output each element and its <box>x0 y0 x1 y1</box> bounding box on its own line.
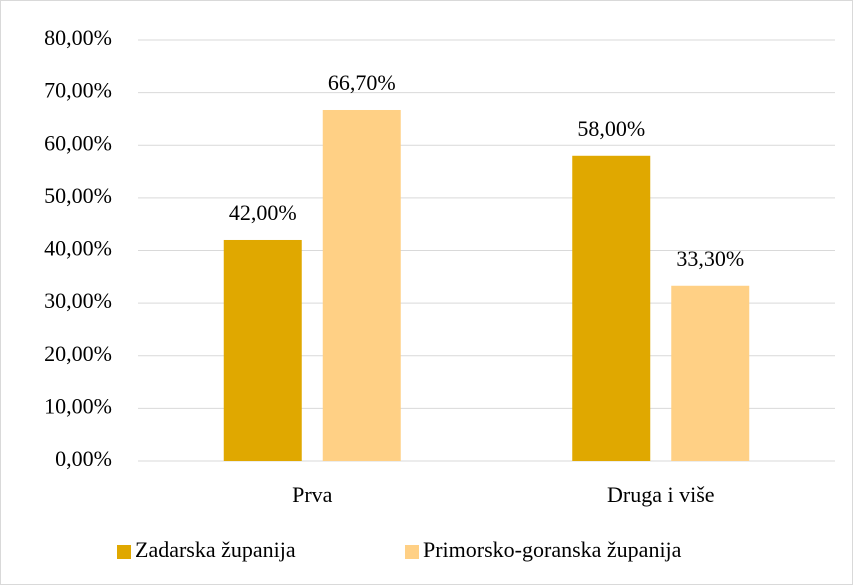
y-tick-label: 40,00% <box>44 236 112 261</box>
value-label: 42,00% <box>229 200 297 225</box>
value-label: 33,30% <box>676 246 744 271</box>
y-tick-label: 30,00% <box>44 288 112 313</box>
legend-label: Zadarska županija <box>135 537 296 562</box>
y-tick-label: 10,00% <box>44 393 112 418</box>
legend-swatch <box>117 545 131 559</box>
legend-swatch <box>405 545 419 559</box>
bar <box>572 155 651 461</box>
legend-label: Primorsko-goranska županija <box>423 537 682 562</box>
y-tick-label: 0,00% <box>55 446 112 471</box>
y-tick-label: 80,00% <box>44 25 112 50</box>
x-tick-label: Druga i više <box>607 482 715 507</box>
value-label: 58,00% <box>577 116 645 141</box>
x-tick-label: Prva <box>292 482 333 507</box>
bar <box>223 239 302 461</box>
y-tick-label: 20,00% <box>44 341 112 366</box>
y-tick-label: 50,00% <box>44 183 112 208</box>
y-tick-label: 60,00% <box>44 130 112 155</box>
value-label: 66,70% <box>328 70 396 95</box>
bar <box>671 285 750 461</box>
y-tick-label: 70,00% <box>44 78 112 103</box>
bar <box>322 109 401 462</box>
